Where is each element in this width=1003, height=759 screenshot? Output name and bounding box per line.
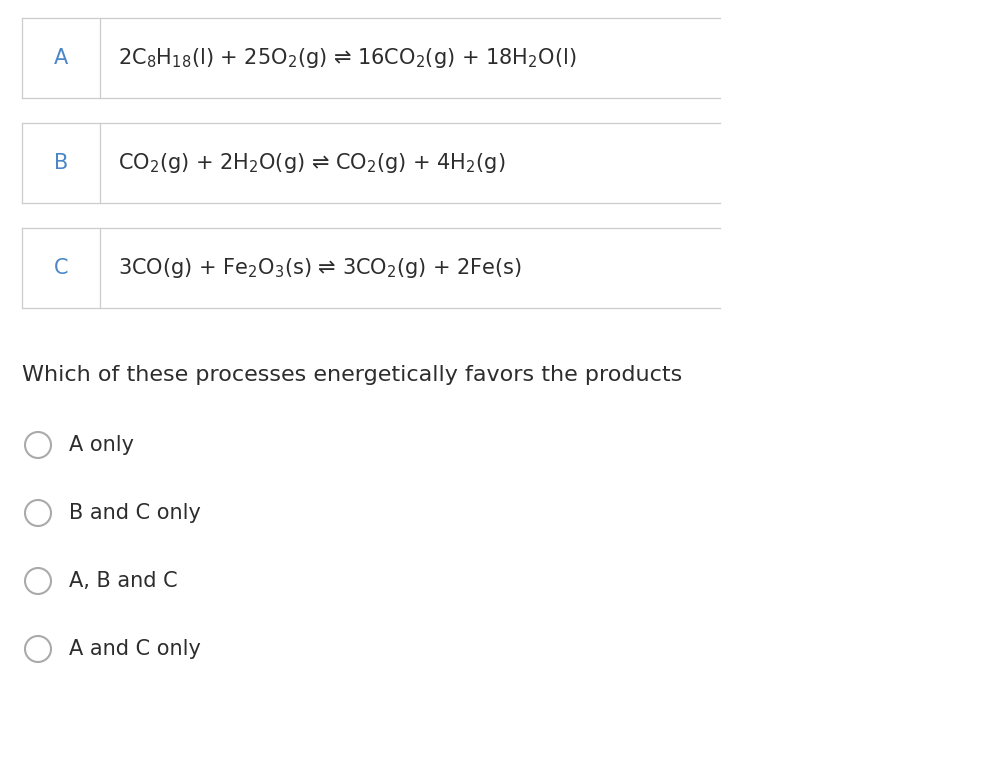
Text: Which of these processes energetically favors the products: Which of these processes energetically f… [22,365,682,385]
Text: CO$_2$(g) + 2H$_2$O(g) ⇌ CO$_2$(g) + 4H$_2$(g): CO$_2$(g) + 2H$_2$O(g) ⇌ CO$_2$(g) + 4H$… [118,151,505,175]
Text: A and C only: A and C only [69,639,201,659]
Text: A, B and C: A, B and C [69,571,178,591]
Text: B: B [54,153,68,173]
Text: 3CO(g) + Fe$_2$O$_3$(s) ⇌ 3CO$_2$(g) + 2Fe(s): 3CO(g) + Fe$_2$O$_3$(s) ⇌ 3CO$_2$(g) + 2… [118,256,522,280]
Text: 2C$_8$H$_{18}$(l) + 25O$_2$(g) ⇌ 16CO$_2$(g) + 18H$_2$O(l): 2C$_8$H$_{18}$(l) + 25O$_2$(g) ⇌ 16CO$_2… [118,46,576,70]
Text: C: C [54,258,68,278]
Text: A only: A only [69,435,133,455]
Text: A: A [54,48,68,68]
Text: B and C only: B and C only [69,503,201,523]
